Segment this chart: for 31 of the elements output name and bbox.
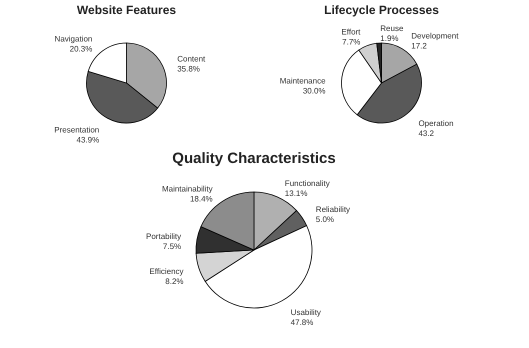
data-label: 7.7%: [342, 37, 360, 46]
data-label: 5.0%: [316, 214, 334, 224]
slice-label: Reliability: [316, 204, 350, 214]
data-label: 1.9%: [380, 34, 399, 44]
slice-label: Efficiency: [149, 267, 184, 276]
slice-label: Presentation: [54, 126, 100, 135]
data-label: 43.2: [418, 129, 435, 138]
slice-label: Maintainability: [162, 184, 213, 194]
data-label: 20.3%: [70, 44, 92, 54]
slice-label: Reuse: [380, 24, 404, 34]
slice-label: Effort: [341, 27, 362, 36]
slice-label: Usability: [290, 308, 321, 318]
data-label: 8.2%: [165, 277, 184, 286]
data-label: 47.8%: [290, 318, 314, 328]
data-label: 35.8%: [177, 64, 200, 74]
chart-title: Quality Characteristics: [172, 150, 336, 167]
slice-label: Functionality: [284, 179, 330, 188]
data-label: 43.9%: [76, 136, 100, 145]
data-label: 18.4%: [190, 194, 213, 204]
slice-label: Navigation: [54, 34, 92, 44]
chart-title: Website Features: [76, 3, 176, 17]
slice-label: Content: [177, 54, 206, 64]
data-label: 13.1%: [284, 189, 308, 198]
slice-label: Maintenance: [280, 76, 326, 86]
chart-title: Lifecycle Processes: [324, 3, 440, 17]
data-label: 7.5%: [162, 242, 182, 252]
data-label: 30.0%: [302, 86, 326, 96]
data-label: 17.2: [411, 42, 428, 51]
slice-label: Operation: [418, 119, 454, 128]
slice-label: Portability: [146, 232, 182, 242]
slice-label: Development: [411, 32, 460, 41]
